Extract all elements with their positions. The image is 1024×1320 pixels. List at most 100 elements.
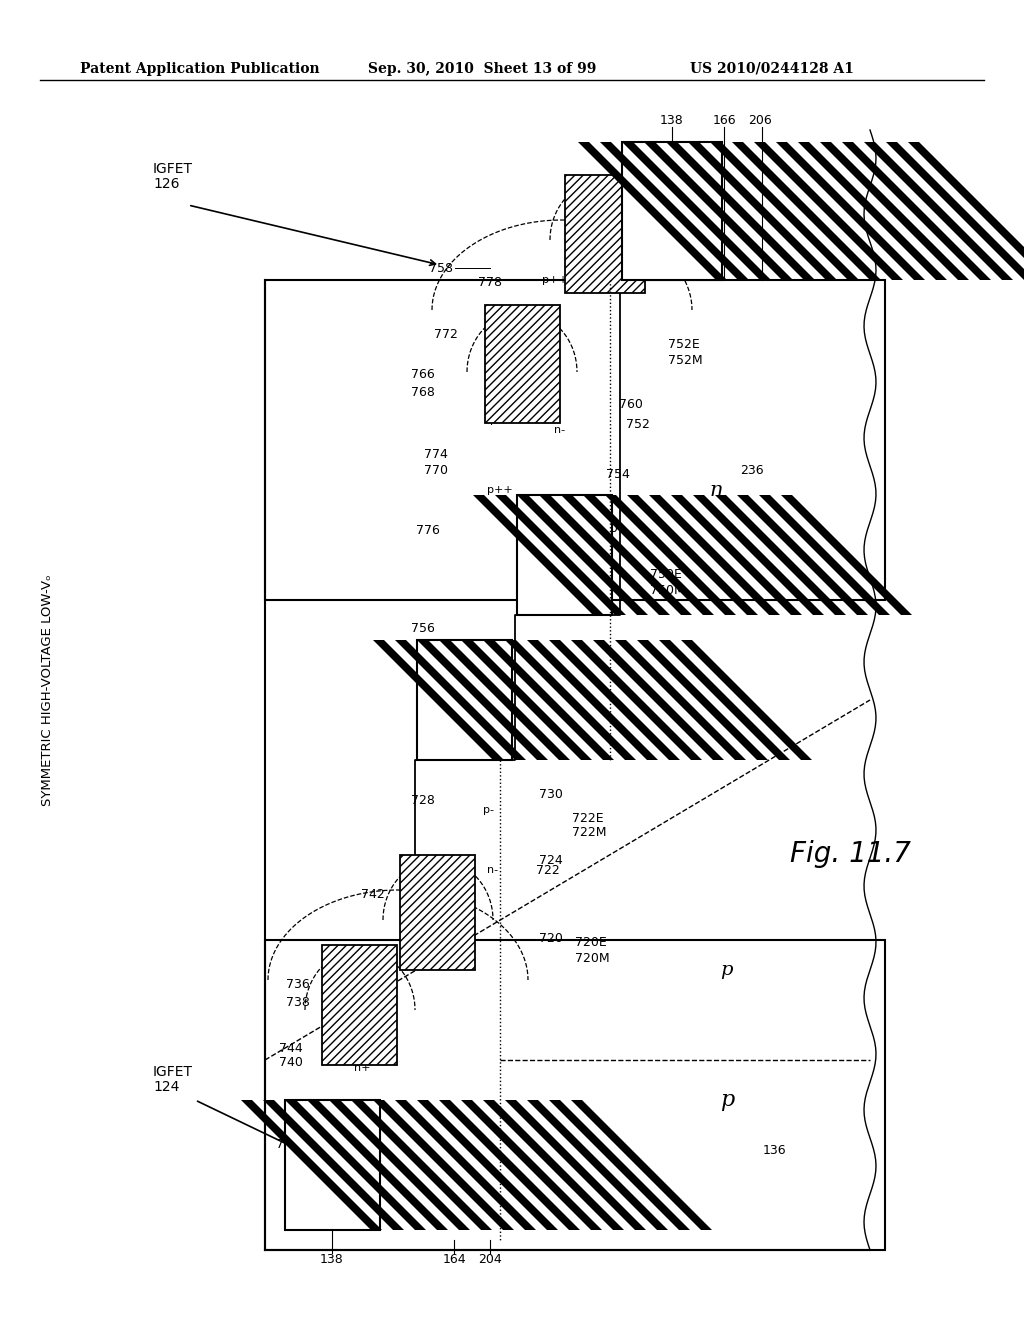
Text: 720E: 720E: [575, 936, 607, 949]
Text: 776: 776: [416, 524, 440, 536]
Text: 724: 724: [540, 854, 563, 866]
Text: 164: 164: [442, 1253, 466, 1266]
Text: 720: 720: [539, 932, 563, 945]
Polygon shape: [439, 1100, 580, 1230]
Bar: [265, 280, 885, 601]
Polygon shape: [561, 495, 692, 615]
Text: 728: 728: [411, 793, 435, 807]
Text: 756: 756: [411, 622, 435, 635]
Bar: [285, 1100, 380, 1230]
Polygon shape: [417, 1100, 558, 1230]
Polygon shape: [732, 143, 881, 280]
Polygon shape: [373, 640, 504, 760]
Polygon shape: [483, 1100, 624, 1230]
Text: 722E: 722E: [572, 812, 603, 825]
Text: 136: 136: [763, 1143, 786, 1156]
Polygon shape: [505, 1100, 646, 1230]
Polygon shape: [549, 640, 680, 760]
Text: 774: 774: [424, 449, 449, 462]
Polygon shape: [681, 640, 812, 760]
Polygon shape: [715, 495, 846, 615]
Text: p++: p++: [487, 484, 513, 495]
Polygon shape: [461, 1100, 602, 1230]
Text: Patent Application Publication: Patent Application Publication: [80, 62, 319, 77]
Polygon shape: [307, 1100, 449, 1230]
Text: 754: 754: [606, 469, 630, 482]
Polygon shape: [637, 640, 768, 760]
Text: 138: 138: [660, 114, 684, 127]
Polygon shape: [600, 143, 749, 280]
Text: Sep. 30, 2010  Sheet 13 of 99: Sep. 30, 2010 Sheet 13 of 99: [368, 62, 596, 77]
Text: 750: 750: [594, 521, 618, 535]
Text: p+: p+: [547, 495, 563, 506]
Polygon shape: [908, 143, 1024, 280]
Polygon shape: [263, 1100, 404, 1230]
Text: IGFET: IGFET: [153, 162, 193, 176]
Polygon shape: [693, 495, 824, 615]
Text: SYMMETRIC HIGH-VOLTAGE LOW-Vₒ: SYMMETRIC HIGH-VOLTAGE LOW-Vₒ: [42, 574, 54, 805]
Text: 138: 138: [321, 1253, 344, 1266]
Text: 752M: 752M: [668, 354, 702, 367]
Bar: [400, 855, 475, 970]
Polygon shape: [659, 640, 790, 760]
Text: n++: n++: [352, 995, 378, 1005]
Text: n+: n+: [353, 1063, 371, 1073]
Polygon shape: [539, 495, 670, 615]
Text: p: p: [720, 961, 732, 979]
Polygon shape: [285, 1100, 426, 1230]
Text: 722: 722: [537, 863, 560, 876]
Bar: [417, 640, 512, 760]
Text: 748: 748: [411, 854, 435, 866]
Polygon shape: [241, 1100, 382, 1230]
Text: 768: 768: [411, 385, 435, 399]
Polygon shape: [776, 143, 925, 280]
Text: n-: n-: [554, 425, 565, 436]
Text: 746: 746: [334, 1101, 358, 1114]
Polygon shape: [644, 143, 793, 280]
Polygon shape: [517, 495, 648, 615]
Polygon shape: [351, 1100, 492, 1230]
Polygon shape: [527, 640, 658, 760]
Bar: [285, 1100, 380, 1230]
Text: n+: n+: [437, 945, 454, 954]
Polygon shape: [820, 143, 969, 280]
Text: 204: 204: [478, 1253, 502, 1266]
Polygon shape: [505, 640, 636, 760]
Text: 738: 738: [286, 995, 310, 1008]
Polygon shape: [842, 143, 991, 280]
Bar: [517, 495, 612, 615]
Text: 126: 126: [153, 177, 179, 191]
Polygon shape: [527, 1100, 668, 1230]
Text: 736: 736: [287, 978, 310, 991]
Polygon shape: [759, 495, 890, 615]
Text: p-: p-: [482, 805, 494, 814]
Polygon shape: [483, 640, 614, 760]
Polygon shape: [578, 143, 727, 280]
Bar: [622, 143, 722, 280]
Polygon shape: [666, 143, 815, 280]
Polygon shape: [571, 1100, 712, 1230]
Text: US 2010/0244128 A1: US 2010/0244128 A1: [690, 62, 854, 77]
Text: 778: 778: [478, 276, 502, 289]
Polygon shape: [605, 495, 736, 615]
Polygon shape: [395, 640, 526, 760]
Bar: [417, 640, 512, 760]
Text: 750E: 750E: [650, 569, 682, 582]
Text: p: p: [720, 1089, 734, 1111]
Bar: [285, 1100, 380, 1230]
Text: 722M: 722M: [572, 826, 606, 840]
Text: 206: 206: [749, 114, 772, 127]
Bar: [485, 305, 560, 422]
Polygon shape: [737, 495, 868, 615]
Polygon shape: [473, 495, 604, 615]
Polygon shape: [649, 495, 780, 615]
Bar: [565, 176, 645, 293]
Text: 740: 740: [280, 1056, 303, 1069]
Text: 124: 124: [153, 1080, 179, 1094]
Text: Fig. 11.7: Fig. 11.7: [790, 840, 911, 869]
Text: n: n: [710, 480, 724, 499]
Polygon shape: [549, 1100, 690, 1230]
Polygon shape: [754, 143, 903, 280]
Polygon shape: [593, 640, 724, 760]
Polygon shape: [373, 1100, 514, 1230]
